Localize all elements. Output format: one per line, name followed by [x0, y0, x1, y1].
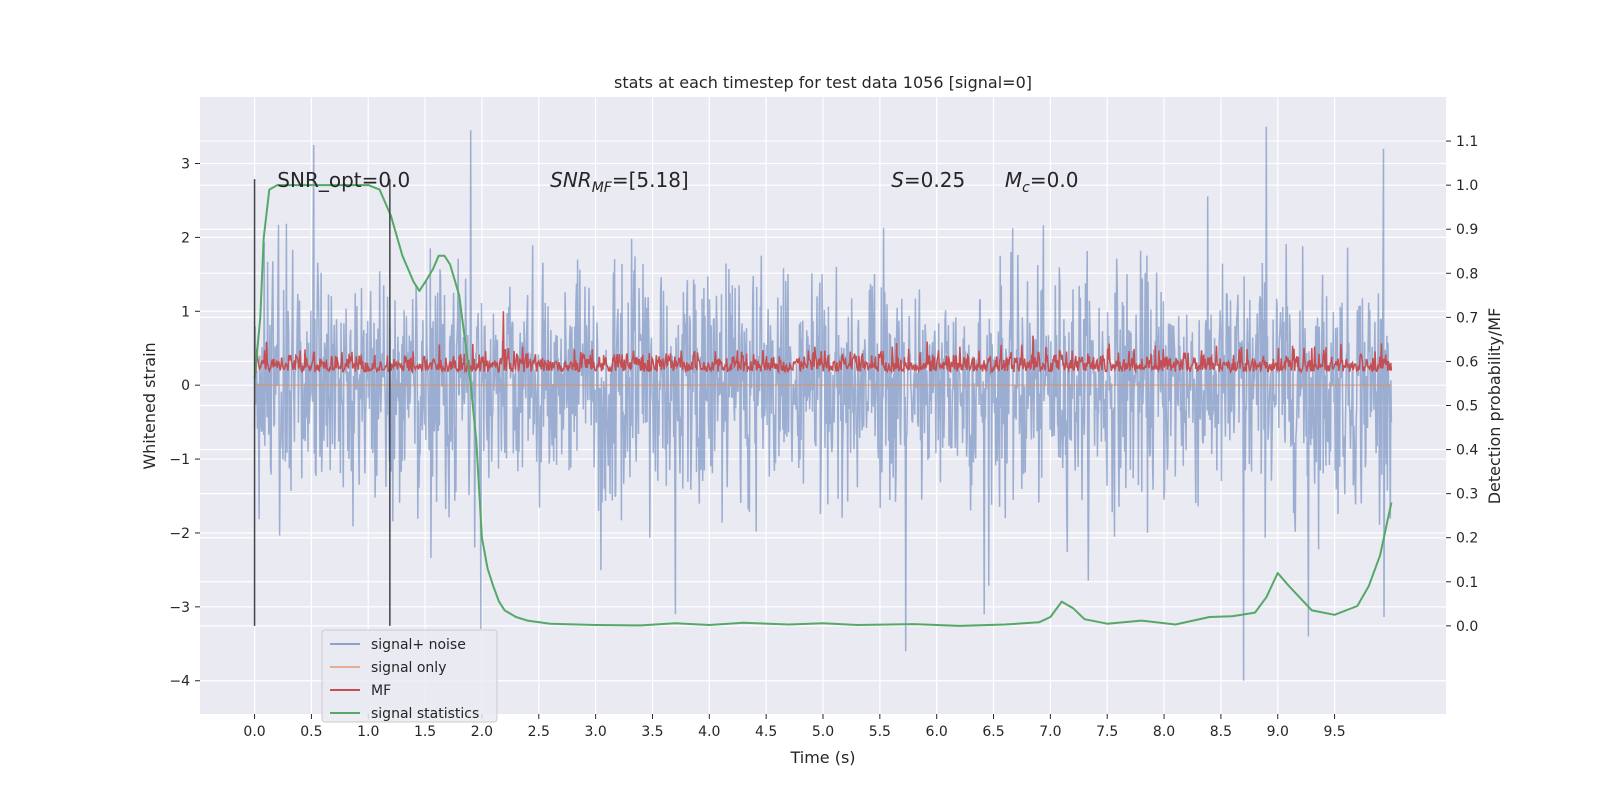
- legend: signal+ noise signal only MF signal statist…: [321, 629, 498, 723]
- series-mf-line: [253, 311, 1393, 375]
- x-tick-label: 8.0: [1153, 724, 1175, 740]
- x-tick-label: 6.5: [982, 724, 1004, 740]
- y-right-tick-label: 1.0: [1456, 178, 1478, 194]
- x-tick-label: 1.5: [414, 724, 436, 740]
- x-tick-label: 7.0: [1039, 724, 1061, 740]
- y-right-tick-label: 0.7: [1456, 310, 1478, 326]
- x-tick-label: 5.5: [869, 724, 891, 740]
- x-tick-label: 7.5: [1096, 724, 1118, 740]
- y-right-tick-label: 0.2: [1456, 531, 1478, 547]
- series-signal-noise-line: [253, 126, 1393, 681]
- chart-title: stats at each timestep for test data 105…: [614, 73, 1032, 92]
- annotation-base: SNR: [550, 168, 592, 192]
- y-tick-label: −1: [169, 452, 190, 468]
- series-signal-statistics-line: [253, 184, 1393, 627]
- x-tick-label: 2.5: [528, 724, 550, 740]
- annotation-subscript: MF: [592, 180, 613, 196]
- y-right-tick-label: 0.3: [1456, 487, 1478, 503]
- y-right-tick-label: 0.0: [1456, 619, 1478, 635]
- legend-label: signal statistics: [371, 706, 479, 722]
- y-right-tick-label: 0.4: [1456, 443, 1478, 459]
- annotations: SNR_opt=0.0 SNRMF=[5.18] S=0.25 Mc=0.0: [277, 168, 1078, 196]
- annotation-value: =0.0: [1030, 168, 1079, 192]
- x-tick-label: 5.0: [812, 724, 834, 740]
- x-tick-label: 4.5: [755, 724, 777, 740]
- y-axis-label: Whitened strain: [140, 342, 159, 469]
- x-tick-label: 6.0: [926, 724, 948, 740]
- x-tick-label: 2.0: [471, 724, 493, 740]
- y-right-tick-label: 0.1: [1456, 575, 1478, 591]
- y-right-axis-label: Detection probability/MF: [1485, 308, 1504, 505]
- annotation-value: =[5.18]: [612, 168, 689, 192]
- series-layer: [253, 126, 1393, 681]
- x-tick-label: 9.5: [1323, 724, 1345, 740]
- legend-box: [321, 629, 498, 723]
- x-axis-label: Time (s): [789, 748, 855, 767]
- x-tick-label: 3.0: [584, 724, 606, 740]
- vline-layer: [253, 179, 391, 626]
- y-tick-label: 0: [181, 378, 190, 394]
- annotation-subscript: c: [1022, 180, 1030, 196]
- y-right-tick-label: 0.8: [1456, 266, 1478, 282]
- y-tick-label: −2: [169, 526, 190, 542]
- annotation-text: SNR_opt=0.0: [277, 168, 410, 192]
- x-tick-label: 0.5: [300, 724, 322, 740]
- y-tick-label: −3: [169, 600, 190, 616]
- x-tick-label: 0.0: [243, 724, 265, 740]
- y-right-tick-label: 0.9: [1456, 222, 1478, 238]
- y-right-tick-label: 0.5: [1456, 399, 1478, 415]
- y-tick-label: 3: [181, 157, 190, 173]
- x-tick-label: 8.5: [1210, 724, 1232, 740]
- annotation-text: SNRMF=[5.18]: [550, 168, 689, 196]
- annotation-text: S=0.25: [891, 168, 965, 192]
- annotation-base: M: [1005, 168, 1022, 192]
- annotation-value: =0.25: [904, 168, 965, 192]
- y-right-tick-label: 0.6: [1456, 354, 1478, 370]
- annotation-base: S: [891, 168, 904, 192]
- y-tick-label: 2: [181, 230, 190, 246]
- y-tick-label: −4: [169, 674, 190, 690]
- y-right-tick-label: 1.1: [1456, 134, 1478, 150]
- x-tick-label: 1.0: [357, 724, 379, 740]
- ticks-layer: 0.0 0.5 1.0 1.5 2.0 2.5 3.0 3.5 4.0 4.5 5.0 5.5 6.0 6…: [169, 134, 1478, 740]
- legend-label: signal+ noise: [371, 637, 466, 653]
- legend-label: signal only: [371, 660, 446, 676]
- annotation-text: Mc=0.0: [1005, 168, 1079, 196]
- x-tick-label: 4.0: [698, 724, 720, 740]
- legend-label: MF: [371, 683, 391, 699]
- x-tick-label: 9.0: [1267, 724, 1289, 740]
- x-tick-label: 3.5: [641, 724, 663, 740]
- y-tick-label: 1: [181, 304, 190, 320]
